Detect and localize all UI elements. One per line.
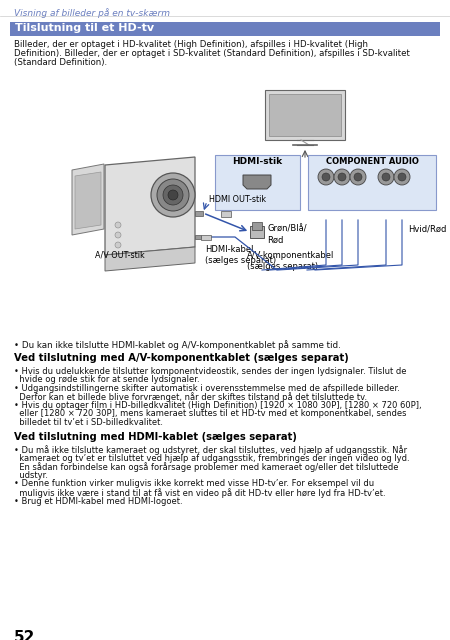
Text: • Hvis du udelukkende tilslutter komponentvideostik, sendes der ingen lydsignale: • Hvis du udelukkende tilslutter kompone…	[14, 367, 406, 376]
Text: • Udgangsindstillingerne skifter automatisk i overensstemmelse med de afspillede: • Udgangsindstillingerne skifter automat…	[14, 384, 400, 393]
Polygon shape	[105, 157, 195, 255]
Text: • Hvis du optager film i HD-billedkvalitet (High Definition) [1920 × 1080 30P], : • Hvis du optager film i HD-billedkvalit…	[14, 401, 422, 410]
Text: • Du må ikke tilslutte kameraet og udstyret, der skal tilsluttes, ved hjælp af u: • Du må ikke tilslutte kameraet og udsty…	[14, 445, 407, 456]
Circle shape	[318, 169, 334, 185]
Text: eller [1280 × 720 30P], mens kameraet sluttes til et HD-tv med et komponentkabel: eller [1280 × 720 30P], mens kameraet sl…	[14, 410, 406, 419]
Polygon shape	[75, 172, 101, 229]
Text: udstyr.: udstyr.	[14, 471, 48, 480]
Circle shape	[322, 173, 330, 181]
Text: A/V-komponentkabel
(sælges separat): A/V-komponentkabel (sælges separat)	[247, 251, 334, 271]
Text: HDMI-kabel
(sælges separat): HDMI-kabel (sælges separat)	[205, 245, 276, 265]
Circle shape	[115, 222, 121, 228]
Text: Visning af billeder på en tv-skærm: Visning af billeder på en tv-skærm	[14, 8, 170, 18]
Circle shape	[394, 169, 410, 185]
Circle shape	[115, 242, 121, 248]
Circle shape	[382, 173, 390, 181]
Text: A/V OUT-stik: A/V OUT-stik	[95, 251, 145, 260]
Bar	[195, 235, 201, 239]
Bar	[308, 155, 436, 210]
Circle shape	[354, 173, 362, 181]
Polygon shape	[243, 175, 271, 189]
Text: HDMI-stik: HDMI-stik	[232, 157, 282, 166]
Text: Billeder, der er optaget i HD-kvalitet (High Definition), afspilles i HD-kvalite: Billeder, der er optaget i HD-kvalitet (…	[14, 40, 368, 49]
Bar	[269, 94, 341, 136]
Text: Derfor kan et billede blive forvrænget, når der skiftes tilstand på det tilslutt: Derfor kan et billede blive forvrænget, …	[14, 392, 367, 403]
Bar	[221, 211, 231, 217]
Circle shape	[350, 169, 366, 185]
Circle shape	[168, 190, 178, 200]
Text: En sådan forbindelse kan også forårsage problemer med kameraet og/eller det tils: En sådan forbindelse kan også forårsage …	[14, 463, 399, 472]
Bar	[10, 22, 440, 36]
Text: HDMI OUT-stik: HDMI OUT-stik	[209, 195, 266, 204]
Text: Ved tilslutning med A/V-komponentkablet (sælges separat): Ved tilslutning med A/V-komponentkablet …	[14, 353, 349, 363]
Text: • Du kan ikke tilslutte HDMI-kablet og A/V-komponentkablet på samme tid.: • Du kan ikke tilslutte HDMI-kablet og A…	[14, 340, 341, 350]
Circle shape	[338, 173, 346, 181]
Bar	[215, 155, 300, 210]
Text: Definition). Billeder, der er optaget i SD-kvalitet (Standard Definition), afspi: Definition). Billeder, der er optaget i …	[14, 49, 410, 58]
Circle shape	[151, 173, 195, 217]
Bar	[195, 211, 203, 216]
Circle shape	[334, 169, 350, 185]
Text: • Brug et HDMI-kabel med HDMI-logoet.: • Brug et HDMI-kabel med HDMI-logoet.	[14, 497, 183, 506]
Text: billedet til tv’et i SD-billedkvalitet.: billedet til tv’et i SD-billedkvalitet.	[14, 418, 163, 427]
Text: Tilslutning til et HD-tv: Tilslutning til et HD-tv	[15, 23, 154, 33]
Text: Hvid/Rød: Hvid/Rød	[408, 225, 446, 234]
Text: • Denne funktion virker muligvis ikke korrekt med visse HD-tv’er. For eksempel v: • Denne funktion virker muligvis ikke ko…	[14, 479, 374, 488]
Bar	[250, 226, 264, 238]
Circle shape	[163, 185, 183, 205]
Circle shape	[398, 173, 406, 181]
Bar	[265, 90, 345, 140]
Text: Grøn/Blå/
Rød: Grøn/Blå/ Rød	[267, 225, 306, 245]
Text: muligvis ikke være i stand til at få vist en video på dit HD-tv eller høre lyd f: muligvis ikke være i stand til at få vis…	[14, 488, 386, 498]
Text: (Standard Definition).: (Standard Definition).	[14, 58, 107, 67]
Text: Ved tilslutning med HDMI-kablet (sælges separat): Ved tilslutning med HDMI-kablet (sælges …	[14, 431, 297, 442]
Bar	[252, 222, 262, 230]
Text: COMPONENT AUDIO: COMPONENT AUDIO	[325, 157, 418, 166]
Bar	[201, 235, 211, 240]
Polygon shape	[105, 247, 195, 271]
Text: kameraet og tv’et er tilsluttet ved hjælp af udgangsstik, frembringes der ingen : kameraet og tv’et er tilsluttet ved hjæl…	[14, 454, 410, 463]
Text: hvide og røde stik for at sende lydsignaler.: hvide og røde stik for at sende lydsigna…	[14, 376, 200, 385]
Polygon shape	[72, 164, 104, 235]
Circle shape	[115, 232, 121, 238]
Circle shape	[378, 169, 394, 185]
Text: 52: 52	[14, 630, 36, 640]
Circle shape	[157, 179, 189, 211]
